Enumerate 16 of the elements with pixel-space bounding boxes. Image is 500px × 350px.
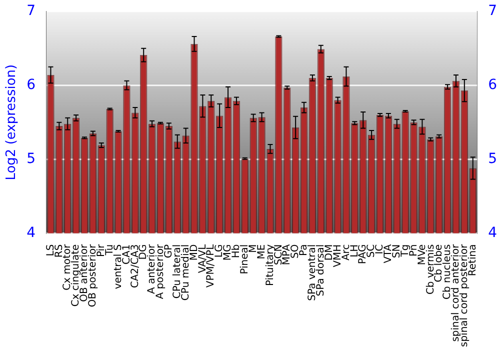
x-tick-label: Tg (400, 244, 411, 258)
y-tick-label: 7 (26, 3, 36, 20)
x-tick-label: OB posterior (88, 243, 99, 308)
y2-tick-label: 7 (488, 3, 498, 20)
x-tick-label: Pituitary (264, 244, 276, 286)
y-tick-label: 4 (26, 224, 36, 241)
y-axis-title: Log2 (expression) (4, 64, 20, 180)
x-tick-label: Retina (467, 244, 478, 276)
x-tick-label: MVe (416, 244, 428, 266)
x-tick-label: ME (256, 244, 268, 260)
x-tick-label: A posterior (155, 243, 166, 300)
y2-tick-label: 6 (488, 77, 498, 94)
y-tick-label: 5 (26, 150, 36, 167)
y-tick-label: 6 (26, 77, 36, 94)
y2-tick-label: 4 (488, 224, 498, 241)
y2-tick-label: 5 (488, 150, 498, 167)
